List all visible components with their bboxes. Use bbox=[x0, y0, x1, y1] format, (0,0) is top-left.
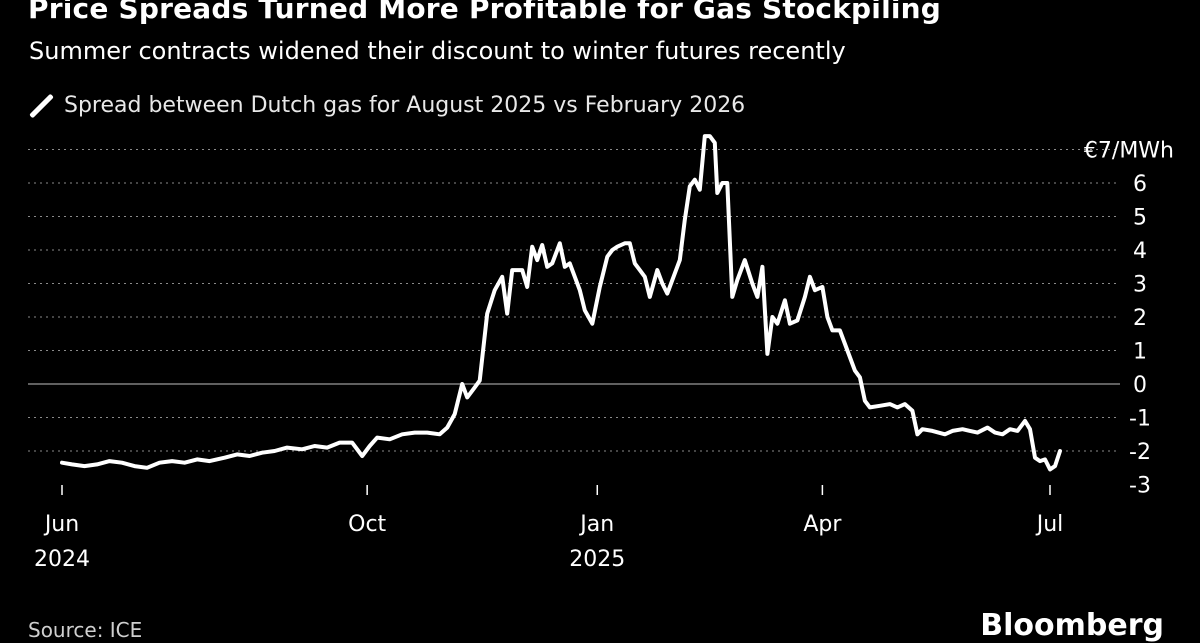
x-tick-label: Jan bbox=[578, 512, 614, 537]
y-tick-label: 1 bbox=[1133, 340, 1147, 365]
x-tick-year-label: 2025 bbox=[569, 547, 625, 572]
y-tick-label: -1 bbox=[1129, 407, 1151, 432]
legend-label: Spread between Dutch gas for August 2025… bbox=[64, 92, 746, 118]
line-chart: €7/MWh 6 5 4 3 2 1 0 -1 -2 -3 Jun 2024 Oct Jan 2025 Apr J… bbox=[28, 134, 1174, 572]
x-tick-label: Apr bbox=[803, 512, 842, 537]
y-tick-label: -3 bbox=[1129, 474, 1151, 499]
bloomberg-logo: Bloomberg bbox=[980, 608, 1164, 643]
y-tick-label: -2 bbox=[1129, 440, 1151, 465]
series-line-spread bbox=[60, 134, 1062, 472]
legend: Spread between Dutch gas for August 2025… bbox=[28, 92, 745, 118]
x-tick-label: Oct bbox=[348, 512, 386, 537]
x-tick-label: Jul bbox=[1035, 512, 1064, 537]
chart-title: Price Spreads Turned More Profitable for… bbox=[28, 0, 942, 25]
y-tick-label: 0 bbox=[1133, 373, 1147, 398]
y-tick-label: 4 bbox=[1133, 239, 1147, 264]
x-tick-year-label: 2024 bbox=[34, 547, 90, 572]
source-note: Source: ICE bbox=[28, 618, 143, 642]
chart-subtitle: Summer contracts widened their discount … bbox=[29, 37, 846, 65]
y-tick-label: 5 bbox=[1133, 206, 1147, 231]
x-tick-label: Jun bbox=[43, 512, 79, 537]
y-tick-label: 3 bbox=[1133, 273, 1147, 298]
y-tick-label: 6 bbox=[1133, 172, 1147, 197]
y-tick-label: €7/MWh bbox=[1084, 139, 1174, 164]
y-tick-label: 2 bbox=[1133, 306, 1147, 331]
